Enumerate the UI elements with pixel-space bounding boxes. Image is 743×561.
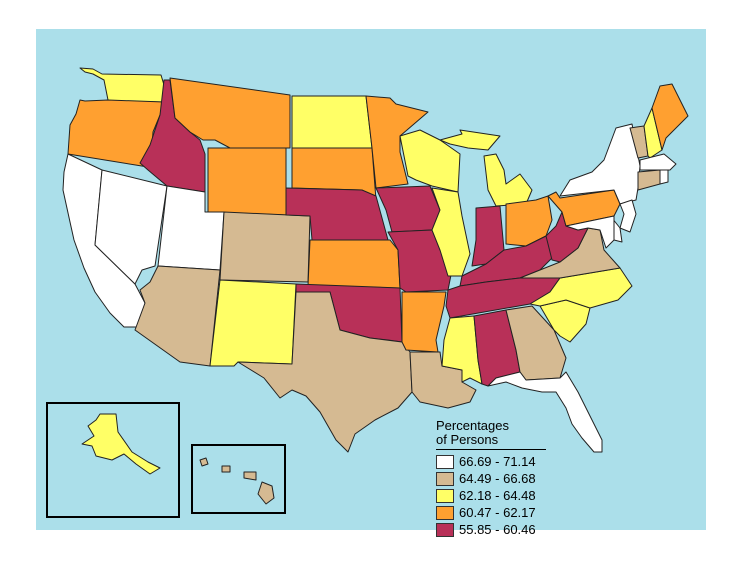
map-legend: Percentages of Persons 66.69 - 71.14 64.… — [436, 419, 552, 538]
legend-label: 64.49 - 66.68 — [459, 471, 536, 486]
legend-title-line-1: Percentages — [436, 418, 509, 433]
state-MN — [365, 95, 429, 189]
state-NM — [209, 279, 297, 367]
state-IL — [431, 187, 471, 277]
state-ME — [651, 83, 689, 151]
legend-swatch — [436, 522, 454, 537]
state-RI — [659, 169, 669, 185]
hawaii-inset-frame — [191, 444, 286, 514]
state-AZ — [134, 265, 221, 367]
state-MD — [565, 215, 615, 249]
hawaii-island-oahu — [221, 465, 231, 473]
legend-row: 55.85 - 60.46 — [436, 521, 552, 538]
legend-swatch — [436, 505, 454, 520]
legend-row: 64.49 - 66.68 — [436, 470, 552, 487]
legend-divider — [436, 449, 546, 450]
hawaii-island-maui — [243, 471, 257, 481]
state-FL — [487, 371, 603, 453]
legend-row: 66.69 - 71.14 — [436, 453, 552, 470]
state-MA — [639, 153, 677, 171]
state-AK — [81, 413, 161, 475]
state-HI-group — [199, 457, 275, 505]
hawaii-island-kauai — [199, 457, 209, 467]
legend-swatch — [436, 454, 454, 469]
legend-title: Percentages of Persons — [436, 419, 552, 447]
state-NC — [529, 267, 633, 309]
state-WY — [207, 147, 287, 216]
state-OH — [505, 195, 553, 247]
state-MI-lower — [483, 153, 533, 207]
legend-row: 60.47 - 62.17 — [436, 504, 552, 521]
state-WA — [79, 67, 165, 103]
legend-swatch — [436, 471, 454, 486]
state-LA — [409, 351, 477, 409]
hawaii-island-big — [257, 481, 275, 505]
state-CT — [637, 169, 661, 191]
state-TX — [237, 291, 413, 453]
state-IA — [375, 185, 441, 233]
state-NY — [559, 123, 641, 205]
legend-label: 55.85 - 60.46 — [459, 522, 536, 537]
state-NH — [643, 107, 663, 159]
state-MT — [169, 77, 291, 149]
legend-title-line-2: of Persons — [436, 432, 499, 447]
legend-swatch — [436, 488, 454, 503]
state-AR — [401, 291, 447, 353]
state-KS — [307, 239, 401, 289]
legend-label: 60.47 - 62.17 — [459, 505, 536, 520]
state-NJ — [619, 199, 637, 233]
alaska-inset-frame — [46, 402, 180, 518]
legend-label: 66.69 - 71.14 — [459, 454, 536, 469]
state-CO — [219, 211, 311, 283]
legend-row: 62.18 - 64.48 — [436, 487, 552, 504]
legend-label: 62.18 - 64.48 — [459, 488, 536, 503]
state-ND — [291, 95, 373, 149]
state-MI — [439, 129, 501, 151]
